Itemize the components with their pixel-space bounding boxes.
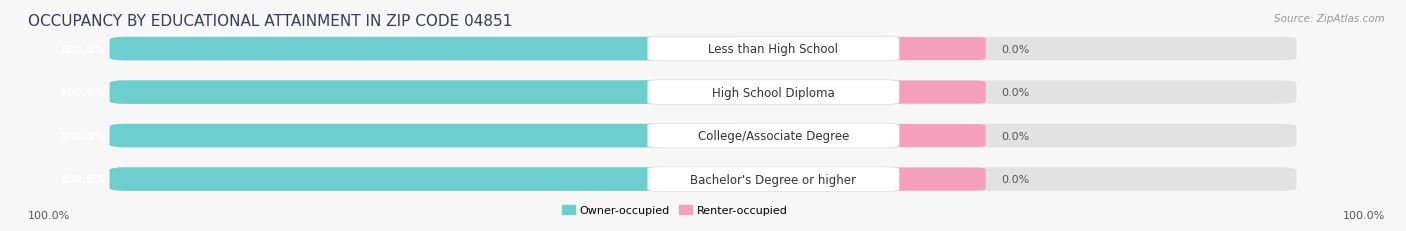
- Text: College/Associate Degree: College/Associate Degree: [697, 130, 849, 143]
- Text: Source: ZipAtlas.com: Source: ZipAtlas.com: [1274, 14, 1385, 24]
- FancyBboxPatch shape: [110, 38, 1296, 61]
- FancyBboxPatch shape: [110, 124, 1296, 148]
- FancyBboxPatch shape: [110, 168, 1296, 191]
- FancyBboxPatch shape: [110, 168, 748, 191]
- Text: Bachelor's Degree or higher: Bachelor's Degree or higher: [690, 173, 856, 186]
- Text: 100.0%: 100.0%: [1343, 210, 1385, 220]
- Text: 0.0%: 0.0%: [1001, 131, 1029, 141]
- FancyBboxPatch shape: [863, 168, 986, 191]
- FancyBboxPatch shape: [863, 38, 986, 61]
- Text: OCCUPANCY BY EDUCATIONAL ATTAINMENT IN ZIP CODE 04851: OCCUPANCY BY EDUCATIONAL ATTAINMENT IN Z…: [28, 14, 512, 29]
- Text: 100.0%: 100.0%: [59, 174, 105, 184]
- Text: 100.0%: 100.0%: [59, 88, 105, 98]
- FancyBboxPatch shape: [110, 81, 748, 104]
- FancyBboxPatch shape: [648, 124, 900, 148]
- Text: 0.0%: 0.0%: [1001, 174, 1029, 184]
- FancyBboxPatch shape: [648, 167, 900, 191]
- Text: Less than High School: Less than High School: [709, 43, 838, 56]
- Text: 100.0%: 100.0%: [59, 131, 105, 141]
- Text: 100.0%: 100.0%: [28, 210, 70, 220]
- FancyBboxPatch shape: [110, 38, 748, 61]
- FancyBboxPatch shape: [863, 81, 986, 104]
- Legend: Owner-occupied, Renter-occupied: Owner-occupied, Renter-occupied: [558, 201, 792, 220]
- Text: High School Diploma: High School Diploma: [711, 86, 835, 99]
- Text: 0.0%: 0.0%: [1001, 44, 1029, 54]
- FancyBboxPatch shape: [110, 124, 748, 148]
- Text: 0.0%: 0.0%: [1001, 88, 1029, 98]
- FancyBboxPatch shape: [648, 37, 900, 62]
- FancyBboxPatch shape: [110, 81, 1296, 104]
- FancyBboxPatch shape: [863, 125, 986, 148]
- FancyBboxPatch shape: [648, 80, 900, 105]
- Text: 100.0%: 100.0%: [59, 44, 105, 54]
